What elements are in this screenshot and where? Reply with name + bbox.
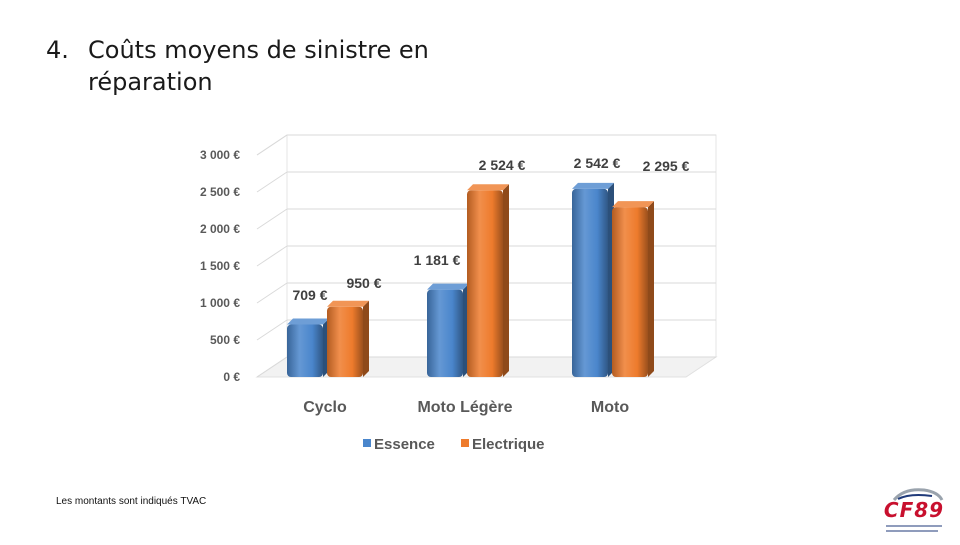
data-label: 1 181 € (414, 252, 461, 268)
bar-electrique-side (363, 300, 369, 377)
gridline-side (256, 171, 288, 193)
legend-swatch-essence (363, 439, 371, 447)
legend-label-electrique: Electrique (472, 436, 545, 453)
y-tick-label: 1 000 € (200, 296, 240, 310)
bar-essence-top (572, 182, 614, 189)
data-label: 2 295 € (643, 158, 690, 174)
x-tick-label: Moto (591, 399, 629, 416)
legend-label-essence: Essence (374, 436, 435, 453)
gridline-side (256, 356, 288, 378)
gridline-side (256, 208, 288, 230)
bar-electrique-top (467, 184, 509, 191)
bar-essence (427, 289, 463, 377)
y-tick-label: 3 000 € (200, 148, 240, 162)
slide-number: 4. (46, 36, 69, 64)
data-label: 950 € (346, 275, 381, 291)
footnote: Les montants sont indiqués TVAC (56, 496, 207, 507)
gridline-side (256, 319, 288, 341)
y-tick-label: 2 500 € (200, 185, 240, 199)
bar-essence (572, 188, 608, 377)
y-tick-label: 0 € (223, 370, 240, 384)
bar-electrique-side (648, 201, 654, 377)
bar-electrique (327, 306, 363, 377)
company-logo: CF89 (872, 484, 956, 540)
gridline-side (256, 282, 288, 304)
y-tick-label: 500 € (210, 333, 240, 347)
slide-heading: Coûts moyens de sinistre en réparation (88, 36, 429, 96)
x-tick-label: Moto Légère (417, 399, 512, 416)
logo-text: CF89 (883, 498, 945, 522)
data-label: 709 € (292, 287, 327, 303)
bar-electrique-top (612, 201, 654, 208)
x-tick-label: Cyclo (303, 399, 347, 416)
legend-swatch-electrique (461, 439, 469, 447)
bar-electrique-side (503, 184, 509, 377)
gridline-side (256, 134, 288, 156)
data-label: 2 542 € (574, 155, 621, 171)
bar-electrique-top (327, 300, 369, 307)
bar-essence-top (427, 283, 469, 290)
data-label: 2 524 € (479, 157, 526, 173)
bar-electrique (467, 190, 503, 377)
bar-essence-top (287, 318, 329, 325)
gridline-side (256, 245, 288, 267)
bar-essence (287, 324, 323, 377)
y-tick-label: 2 000 € (200, 222, 240, 236)
car-logo-icon (886, 488, 944, 532)
y-tick-label: 1 500 € (200, 259, 240, 273)
bar-electrique (612, 207, 648, 377)
